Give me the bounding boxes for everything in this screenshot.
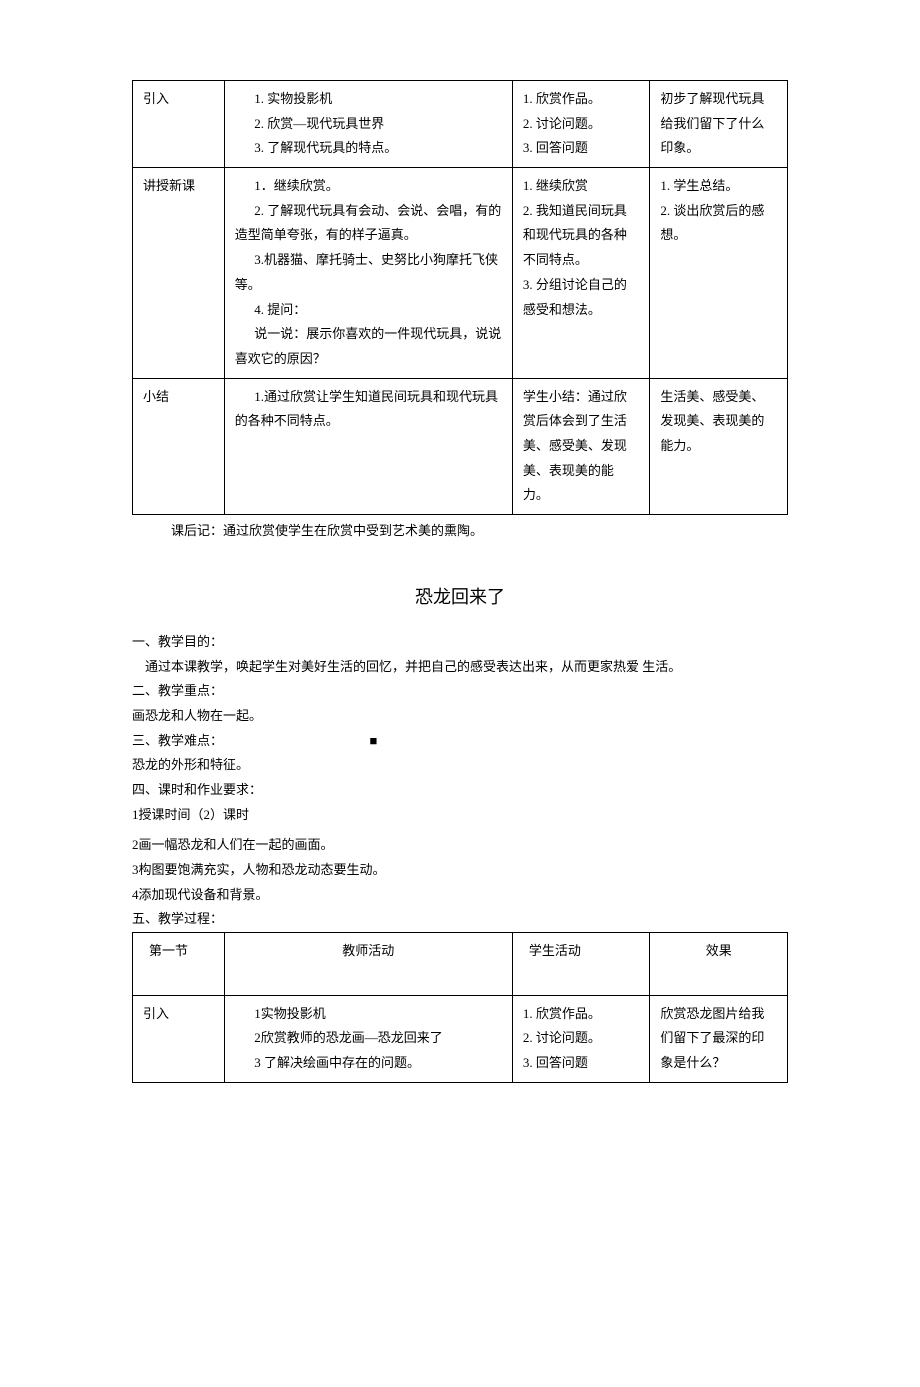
table-row: 小结 1.通过欣赏让学生知道民间玩具和现代玩具的各种不同特点。 学生小结：通过欣… [133,378,788,514]
section-heading: 四、课时和作业要求： [132,778,788,803]
section-heading: 二、教学重点： [132,679,788,704]
section-process: 五、教学过程： [132,907,788,932]
col-header: 学生活动 [512,933,650,995]
section-heading: 一、教学目的： [132,630,788,655]
lesson-table-1: 引入 1. 实物投影机 2. 欣赏—现代玩具世界 3. 了解现代玩具的特点。 1… [132,80,788,515]
row-label: 小结 [133,378,225,514]
section-heading: 三、教学难点： ■ [132,729,788,754]
table-row: 引入 1实物投影机 2欣赏教师的恐龙画—恐龙回来了 3 了解决绘画中存在的问题。… [133,995,788,1082]
section-body: 恐龙的外形和特征。 [132,753,788,778]
col-header: 效果 [650,933,788,995]
section-body: 画恐龙和人物在一起。 [132,704,788,729]
row-label: 讲授新课 [133,168,225,379]
section-schedule: 四、课时和作业要求： 1授课时间（2）课时 2画一幅恐龙和人们在一起的画面。 3… [132,778,788,907]
effect-cell: 1. 学生总结。 2. 谈出欣赏后的感想。 [650,168,788,379]
student-cell: 1. 欣赏作品。 2. 讨论问题。 3. 回答问题 [512,81,650,168]
col-header: 第一节 [133,933,225,995]
section-line: 4添加现代设备和背景。 [132,883,788,908]
table-header-row: 第一节 教师活动 学生活动 效果 [133,933,788,995]
after-note: 课后记：通过欣赏使学生在欣赏中受到艺术美的熏陶。 [132,519,788,544]
section-keypoint: 二、教学重点： 画恐龙和人物在一起。 [132,679,788,728]
student-cell: 1. 欣赏作品。 2. 讨论问题。 3. 回答问题 [512,995,650,1082]
effect-cell: 欣赏恐龙图片给我们留下了最深的印象是什么？ [650,995,788,1082]
table-row: 引入 1. 实物投影机 2. 欣赏—现代玩具世界 3. 了解现代玩具的特点。 1… [133,81,788,168]
section-body: 通过本课教学，唤起学生对美好生活的回忆，并把自己的感受表达出来，从而更家热爱 生… [132,655,788,680]
teacher-cell: 1. 实物投影机 2. 欣赏—现代玩具世界 3. 了解现代玩具的特点。 [224,81,512,168]
teacher-cell: 1实物投影机 2欣赏教师的恐龙画—恐龙回来了 3 了解决绘画中存在的问题。 [224,995,512,1082]
square-marker-icon: ■ [370,733,378,748]
lesson-table-2: 第一节 教师活动 学生活动 效果 引入 1实物投影机 2欣赏教师的恐龙画—恐龙回… [132,932,788,1082]
section-heading: 五、教学过程： [132,907,788,932]
section-line: 3构图要饱满充实，人物和恐龙动态要生动。 [132,858,788,883]
section-objective: 一、教学目的： 通过本课教学，唤起学生对美好生活的回忆，并把自己的感受表达出来，… [132,630,788,679]
student-cell: 学生小结：通过欣赏后体会到了生活美、感受美、发现美、表现美的能力。 [512,378,650,514]
row-label: 引入 [133,81,225,168]
section-difficulty: 三、教学难点： ■ 恐龙的外形和特征。 [132,729,788,778]
section-line: 2画一幅恐龙和人们在一起的画面。 [132,833,788,858]
student-cell: 1. 继续欣赏 2. 我知道民间玩具和现代玩具的各种不同特点。 3. 分组讨论自… [512,168,650,379]
effect-cell: 初步了解现代玩具给我们留下了什么印象。 [650,81,788,168]
section-line: 1授课时间（2）课时 [132,803,788,828]
lesson-title: 恐龙回来了 [132,580,788,614]
effect-cell: 生活美、感受美、发现美、表现美的能力。 [650,378,788,514]
teacher-cell: 1．继续欣赏。 2. 了解现代玩具有会动、会说、会唱，有的造型简单夸张，有的样子… [224,168,512,379]
teacher-cell: 1.通过欣赏让学生知道民间玩具和现代玩具的各种不同特点。 [224,378,512,514]
row-label: 引入 [133,995,225,1082]
table-row: 讲授新课 1．继续欣赏。 2. 了解现代玩具有会动、会说、会唱，有的造型简单夸张… [133,168,788,379]
col-header: 教师活动 [224,933,512,995]
